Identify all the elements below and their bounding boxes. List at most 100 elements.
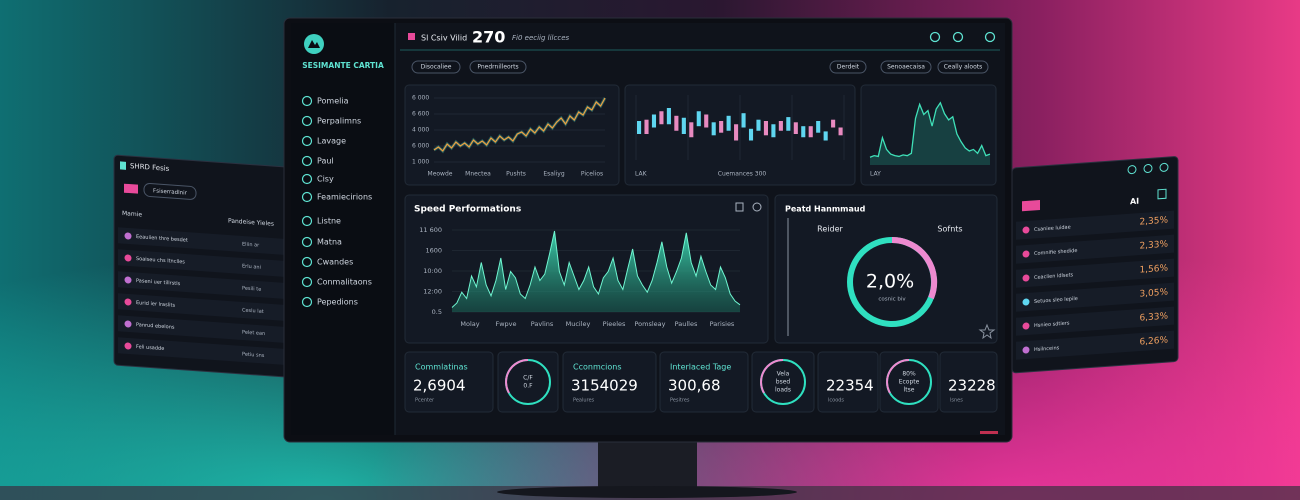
nav-icon bbox=[301, 191, 313, 203]
y-tick-label: 10:00 bbox=[423, 267, 442, 275]
nav-item[interactable]: Cisy bbox=[317, 175, 334, 184]
side-button[interactable] bbox=[143, 183, 197, 200]
gauge-sub: cosnic biv bbox=[878, 297, 906, 303]
ring-text: bsed bbox=[776, 379, 791, 386]
metric-sub: Pcenter bbox=[415, 398, 435, 404]
pill-label[interactable]: Pnedrnilleorts bbox=[477, 64, 518, 71]
y-tick-label: 1 000 bbox=[412, 159, 429, 166]
axis-label: LAK bbox=[635, 171, 648, 178]
metric-card bbox=[659, 351, 749, 413]
side-row bbox=[118, 227, 286, 256]
gauge-accent bbox=[891, 236, 938, 300]
nav-item[interactable]: Cwandes bbox=[317, 258, 353, 267]
pill[interactable] bbox=[411, 60, 461, 74]
pill[interactable] bbox=[469, 60, 527, 74]
metric-card bbox=[404, 351, 494, 413]
row-value: Ceslu lat bbox=[242, 307, 264, 315]
row-name: Csaniee luidae bbox=[1034, 224, 1071, 233]
nav-icon bbox=[301, 215, 313, 227]
header-title: Sl Csiv Vilid bbox=[421, 34, 467, 43]
panel-action[interactable] bbox=[1143, 163, 1153, 174]
panel-action[interactable] bbox=[1159, 162, 1169, 172]
side-row bbox=[118, 337, 286, 366]
nav-item[interactable]: Listne bbox=[317, 217, 341, 226]
nav-item[interactable]: Perpalimns bbox=[317, 117, 361, 126]
nav-item[interactable]: Feamiecirions bbox=[317, 193, 372, 202]
speed-title: Speed Performations bbox=[414, 205, 521, 215]
side-button-label[interactable]: Fsiserradlnir bbox=[153, 188, 188, 196]
panel-icon bbox=[1157, 188, 1167, 200]
pill[interactable] bbox=[829, 60, 867, 74]
row-icon bbox=[124, 254, 132, 262]
row-icon bbox=[124, 232, 132, 240]
header-action[interactable] bbox=[984, 31, 996, 43]
nav-item[interactable]: Matna bbox=[317, 238, 342, 247]
y-tick-label: 12:00 bbox=[423, 288, 442, 296]
y-tick-label: 1600 bbox=[425, 247, 442, 255]
y-tick-label: 4 000 bbox=[412, 127, 429, 134]
metric-sub: Pesitres bbox=[670, 398, 690, 404]
nav-icon bbox=[301, 236, 313, 248]
pill-label[interactable]: Derdeit bbox=[837, 64, 860, 71]
nav-item[interactable]: Pepedions bbox=[317, 298, 358, 307]
y-tick-label: 0.5 bbox=[432, 308, 442, 316]
trend-panel bbox=[404, 84, 620, 186]
x-tick-label: Esaliyg bbox=[543, 171, 564, 178]
axis-label: LAY bbox=[870, 171, 881, 178]
candle bbox=[704, 114, 709, 128]
nav-item[interactable]: Paul bbox=[317, 157, 334, 166]
row-value: Petiu sns bbox=[242, 351, 265, 359]
x-tick-label: Pavlins bbox=[531, 320, 554, 328]
axis-label: Cuemances 300 bbox=[718, 171, 767, 178]
x-tick-label: Muciley bbox=[566, 320, 591, 328]
metric-label: Cconmcions bbox=[573, 363, 622, 372]
metric-value: 3154029 bbox=[571, 377, 638, 395]
header-action[interactable] bbox=[929, 31, 941, 43]
pulse-panel bbox=[860, 84, 997, 186]
row-icon bbox=[1022, 250, 1030, 258]
side-row bbox=[1016, 306, 1174, 336]
metric-sub: Pealures bbox=[573, 398, 595, 404]
nav-item[interactable]: Conmalitaons bbox=[317, 278, 372, 287]
pill-label[interactable]: Ceally aloots bbox=[944, 64, 983, 71]
panel-action[interactable] bbox=[735, 202, 744, 212]
header-icon bbox=[408, 33, 415, 40]
ring-accent bbox=[505, 359, 529, 394]
row-name: Eeauiien thre besdet bbox=[136, 234, 188, 244]
header-action[interactable] bbox=[952, 31, 964, 43]
pill[interactable] bbox=[937, 60, 989, 74]
row-name: Comnifie shedide bbox=[1034, 248, 1077, 257]
metric-label: Interlaced Tage bbox=[670, 363, 731, 372]
side-row bbox=[118, 271, 286, 300]
nav-icon bbox=[301, 173, 313, 185]
side-row bbox=[118, 315, 286, 344]
y-tick-label: 6 000 bbox=[412, 95, 429, 102]
row-icon bbox=[1022, 346, 1030, 354]
star-icon bbox=[978, 323, 996, 340]
ring-text: loads bbox=[775, 387, 791, 394]
pill-label[interactable]: Disocaliee bbox=[421, 64, 452, 71]
x-tick-label: Pieeles bbox=[603, 320, 626, 328]
left-panel: SHRD Fesis Fsiserradlnir Mamie Pandeise Yie… bbox=[113, 154, 291, 378]
row-value: 2,35% bbox=[1139, 216, 1168, 228]
nav-icon bbox=[301, 296, 313, 308]
nav-item[interactable]: Lavage bbox=[317, 137, 346, 146]
row-value: 2,33% bbox=[1139, 240, 1168, 252]
nav-icon bbox=[301, 115, 313, 127]
candle bbox=[756, 119, 761, 131]
nav-item[interactable]: Pomelia bbox=[317, 97, 349, 106]
trend-line bbox=[433, 97, 606, 152]
panel-action[interactable] bbox=[752, 202, 762, 212]
candle bbox=[659, 111, 664, 125]
candle bbox=[666, 108, 671, 125]
metric-value: 300,68 bbox=[668, 377, 721, 395]
panel-action[interactable] bbox=[1127, 165, 1137, 175]
side-column: Mamie bbox=[122, 210, 142, 218]
candle bbox=[696, 111, 701, 127]
candle bbox=[674, 115, 679, 131]
candle bbox=[711, 122, 716, 136]
pill[interactable] bbox=[880, 60, 932, 74]
side-badge bbox=[124, 183, 138, 194]
pill-label[interactable]: Senoaecaisa bbox=[887, 64, 925, 71]
